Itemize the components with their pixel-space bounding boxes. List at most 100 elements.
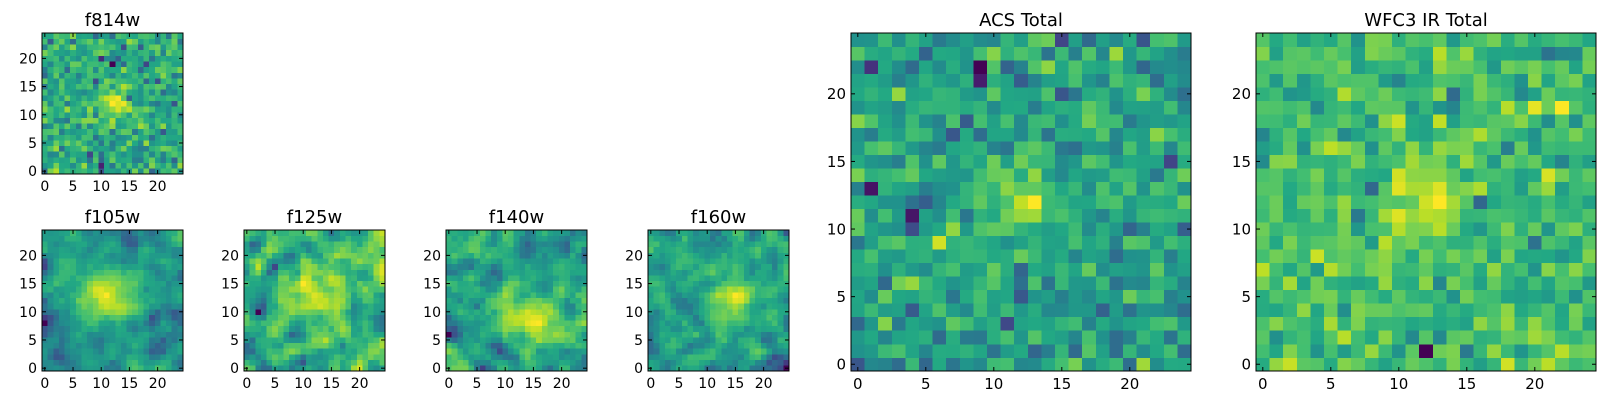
heatmap-cell: [451, 246, 458, 253]
heatmap-cell: [154, 95, 161, 101]
heatmap-cell: [524, 275, 531, 282]
heatmap-cell: [681, 348, 688, 355]
heatmap-cell: [345, 314, 352, 321]
heatmap-cell: [166, 252, 173, 259]
heatmap-cell: [1068, 195, 1083, 210]
heatmap-cell: [1055, 100, 1069, 115]
heatmap-cell: [721, 275, 728, 282]
heatmap-cell: [1014, 343, 1029, 358]
heatmap-cell: [905, 316, 920, 331]
heatmap-cell: [1337, 141, 1352, 155]
heatmap-cell: [255, 348, 262, 355]
heatmap-cell: [1296, 357, 1311, 372]
heatmap-cell: [289, 246, 296, 253]
heatmap-cell: [1163, 46, 1178, 61]
heatmap-cell: [75, 331, 82, 338]
heatmap-cell: [864, 114, 879, 128]
heatmap-cell: [255, 365, 262, 372]
heatmap-cell: [149, 111, 156, 118]
heatmap-cell: [1055, 316, 1069, 331]
heatmap-cell: [1324, 235, 1338, 250]
heatmap-cell: [126, 100, 133, 107]
heatmap-cell: [721, 337, 728, 344]
heatmap-cell: [462, 297, 469, 304]
heatmap-cell: [70, 246, 77, 253]
y-tick-label: 20: [423, 248, 441, 264]
heatmap-cell: [932, 60, 947, 74]
heatmap-cell: [474, 269, 481, 276]
heatmap-cell: [1296, 154, 1311, 169]
heatmap-cell: [345, 235, 352, 242]
x-tick-label: 20: [553, 376, 571, 392]
heatmap-cell: [149, 106, 156, 113]
y-tick-label: 10: [827, 220, 846, 238]
heatmap-cell: [508, 297, 514, 304]
heatmap-cell: [653, 308, 660, 315]
heatmap-cell: [932, 357, 947, 372]
heatmap-cell: [1555, 60, 1570, 74]
heatmap-cell: [946, 73, 961, 88]
heatmap-cell: [1351, 235, 1366, 250]
heatmap-cell: [1364, 154, 1379, 169]
heatmap-cell: [283, 331, 290, 338]
heatmap-cell: [47, 38, 54, 45]
heatmap-cell: [468, 303, 475, 310]
heatmap-cell: [659, 308, 666, 315]
heatmap-cell: [42, 145, 48, 152]
heatmap-cell: [289, 342, 296, 349]
heatmap-cell: [581, 246, 588, 253]
heatmap-cell: [64, 246, 71, 253]
heatmap-cell: [446, 263, 452, 270]
heatmap-cell: [92, 286, 99, 293]
heatmap-cell: [851, 60, 865, 74]
heatmap-cell: [1296, 195, 1311, 210]
heatmap-cell: [462, 292, 469, 298]
heatmap-cell: [70, 314, 77, 321]
heatmap-cell: [300, 359, 307, 366]
heatmap-cell: [379, 348, 386, 355]
heatmap-cell: [932, 73, 947, 88]
heatmap-cell: [70, 145, 77, 152]
heatmap-cell: [772, 348, 779, 355]
heatmap-cell: [356, 308, 363, 315]
heatmap-cell: [547, 354, 554, 361]
y-tick-label: 20: [19, 248, 37, 264]
heatmap-cell: [919, 303, 933, 318]
heatmap-cell: [368, 275, 375, 282]
heatmap-cell: [64, 95, 71, 101]
heatmap-cell: [311, 354, 318, 361]
heatmap-cell: [300, 275, 307, 282]
heatmap-cell: [536, 348, 543, 355]
heatmap-cell: [70, 235, 77, 242]
heatmap-cell: [1027, 87, 1042, 101]
heatmap-cell: [171, 365, 178, 372]
heatmap-cell: [581, 303, 588, 310]
heatmap-cell: [87, 140, 94, 147]
heatmap-cell: [491, 258, 498, 265]
heatmap-cell: [311, 280, 318, 287]
heatmap-cell: [58, 106, 65, 113]
heatmap-cell: [149, 61, 156, 68]
heatmap-cell: [457, 359, 464, 366]
heatmap-cell: [64, 263, 71, 270]
heatmap-cell: [530, 292, 537, 298]
heatmap-cell: [698, 320, 705, 327]
heatmap-cell: [693, 269, 700, 276]
heatmap-cell: [687, 303, 694, 310]
heatmap-cell: [462, 280, 469, 287]
heatmap-cell: [98, 128, 105, 135]
heatmap-cell: [1528, 114, 1542, 128]
heatmap-cell: [379, 359, 386, 366]
heatmap-cell: [322, 246, 329, 253]
heatmap-cell: [87, 365, 94, 372]
heatmap-cell: [1405, 222, 1420, 237]
heatmap-cell: [120, 49, 127, 56]
heatmap-cell: [653, 325, 660, 332]
heatmap-cell: [1541, 168, 1556, 183]
heatmap-cell: [1392, 154, 1406, 169]
heatmap-cell: [81, 95, 88, 101]
heatmap-cell: [851, 303, 865, 318]
heatmap-cell: [1568, 87, 1583, 101]
heatmap-cell: [126, 162, 133, 169]
heatmap-cell: [177, 145, 184, 152]
